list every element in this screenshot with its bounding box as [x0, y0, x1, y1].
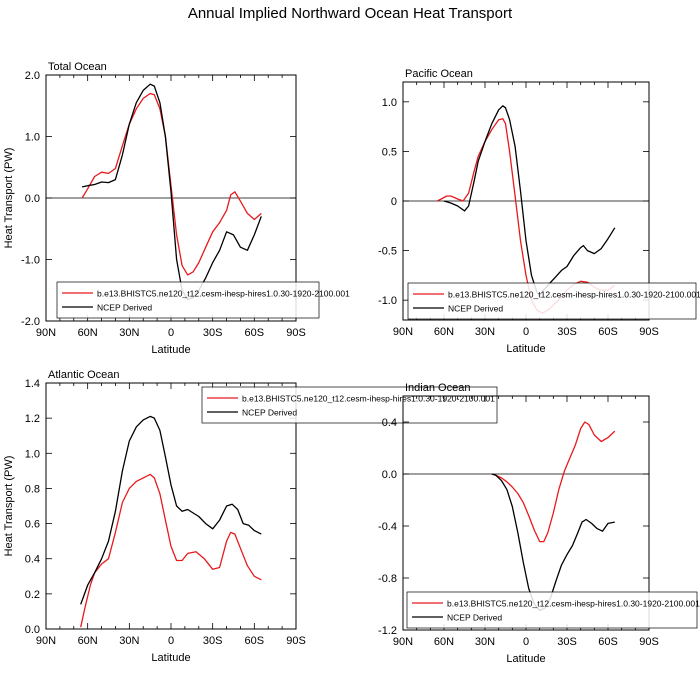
legend-box: [56, 281, 320, 319]
panel-title: Total Ocean: [48, 61, 107, 73]
x-tick-label: 30N: [119, 635, 139, 647]
y-tick-label: 1.4: [25, 378, 40, 390]
panel-title: Atlantic Ocean: [48, 369, 120, 381]
x-tick-label: 30N: [119, 327, 139, 339]
figure-title: Annual Implied Northward Ocean Heat Tran…: [187, 5, 513, 22]
legend-entry: NCEP Derived: [242, 408, 297, 418]
legend-entry: b.e13.BHISTC5.ne120_t12.cesm-ihesp-hires…: [242, 394, 495, 404]
x-tick-label: 60N: [78, 635, 98, 647]
x-tick-label: 30S: [203, 635, 223, 647]
panel-total-ocean: Total Ocean 90N 60N 30N 0 30S 60S 90S -2.0 -1.0 0.…: [3, 61, 350, 356]
y-tick-label: 1.0: [25, 448, 40, 460]
x-tick-label: 30S: [557, 326, 577, 338]
x-tick-label: 60N: [434, 326, 454, 338]
x-tick-label: 0: [168, 635, 174, 647]
x-tick-label: 90S: [639, 636, 659, 648]
x-tick-label: 60S: [245, 327, 265, 339]
y-tick-label: 0.8: [25, 483, 40, 495]
x-tick-label: 30N: [475, 326, 495, 338]
y-tick-label: 0.0: [25, 193, 40, 205]
series-line-model: [81, 92, 262, 276]
x-axis-label: Latitude: [151, 344, 190, 356]
legend-box: [406, 591, 698, 629]
x-tick-label: 60S: [598, 326, 618, 338]
x-tick-label: 60N: [78, 327, 98, 339]
legend: b.e13.BHISTC5.ne120_t12.cesm-ihesp-hires…: [201, 386, 498, 424]
legend: b.e13.BHISTC5.ne120_t12.cesm-ihesp-hires…: [56, 281, 350, 319]
series-line-model: [436, 118, 616, 314]
x-tick-label: 90N: [36, 327, 56, 339]
x-axis-label: Latitude: [151, 652, 190, 664]
x-axis-label: Latitude: [506, 653, 545, 665]
series-line-model: [491, 421, 616, 543]
x-tick-label: 90S: [286, 635, 306, 647]
y-tick-label: -2.0: [21, 316, 40, 328]
x-tick-label: 30S: [557, 636, 577, 648]
series-line-ncep: [81, 83, 262, 301]
y-tick-label: 0.0: [25, 624, 40, 636]
x-tick-label: 90S: [639, 326, 659, 338]
y-tick-label: -1.0: [21, 255, 40, 267]
x-tick-label: 0: [523, 636, 529, 648]
series-line-ncep: [80, 415, 262, 605]
x-tick-label: 90N: [393, 326, 413, 338]
legend-entry: b.e13.BHISTC5.ne120_t12.cesm-ihesp-hires…: [447, 599, 700, 609]
series-line-ncep: [443, 105, 616, 296]
series-line-model: [80, 473, 262, 628]
y-tick-label: -1.0: [378, 295, 397, 307]
x-tick-label: 0: [523, 326, 529, 338]
panel-indian-ocean: Indian Ocean 90N 60N 30N 0 30S 60S 90S -1.2 -0.8 -…: [378, 382, 700, 665]
y-tick-label: 0: [391, 196, 397, 208]
x-tick-label: 30N: [475, 636, 495, 648]
panel-atlantic-ocean: Atlantic Ocean 90N 60N 30N 0 30S 60S 90S 0.0 0.2 0…: [3, 369, 498, 664]
y-tick-label: -0.5: [378, 246, 397, 258]
legend-entry: b.e13.BHISTC5.ne120_t12.cesm-ihesp-hires…: [97, 289, 350, 299]
panel-pacific-ocean: Pacific Ocean 90N 60N 30N 0 30S 60S 90S -1.0 -0.5…: [378, 68, 700, 355]
legend-box: [201, 386, 498, 424]
x-tick-label: 0: [168, 327, 174, 339]
y-tick-label: 0.6: [25, 519, 40, 531]
legend: b.e13.BHISTC5.ne120_t12.cesm-ihesp-hires…: [406, 591, 700, 629]
x-tick-label: 90N: [36, 635, 56, 647]
x-tick-label: 60S: [598, 636, 618, 648]
x-tick-label: 90N: [393, 636, 413, 648]
y-axis-label: Heat Transport (PW): [3, 456, 15, 557]
legend-entry: NCEP Derived: [448, 304, 503, 314]
legend-entry: b.e13.BHISTC5.ne120_t12.cesm-ihesp-hires…: [448, 290, 700, 300]
y-tick-label: -0.4: [378, 521, 397, 533]
panel-title: Indian Ocean: [405, 382, 470, 394]
y-tick-label: 0.4: [382, 417, 397, 429]
panel-title: Pacific Ocean: [405, 68, 473, 80]
y-axis-label: Heat Transport (PW): [3, 148, 15, 249]
y-tick-label: 0.4: [25, 554, 40, 566]
x-tick-label: 60S: [245, 635, 265, 647]
legend: b.e13.BHISTC5.ne120_t12.cesm-ihesp-hires…: [407, 282, 700, 320]
y-tick-label: -0.8: [378, 573, 397, 585]
y-tick-label: 0.2: [25, 589, 40, 601]
series-line-ncep: [491, 473, 615, 612]
legend-box: [407, 282, 697, 320]
x-tick-label: 90S: [286, 327, 306, 339]
y-tick-label: 0.5: [382, 146, 397, 158]
legend-entry: NCEP Derived: [97, 303, 152, 313]
legend-entry: NCEP Derived: [447, 613, 502, 623]
x-tick-label: 60N: [434, 636, 454, 648]
y-tick-label: 1.0: [382, 97, 397, 109]
y-tick-label: -1.2: [378, 625, 397, 637]
y-tick-label: 1.0: [25, 132, 40, 144]
y-tick-label: 1.2: [25, 413, 40, 425]
x-tick-label: 30S: [203, 327, 223, 339]
y-tick-label: 2.0: [25, 70, 40, 82]
x-axis-label: Latitude: [506, 343, 545, 355]
y-tick-label: 0.0: [382, 469, 397, 481]
